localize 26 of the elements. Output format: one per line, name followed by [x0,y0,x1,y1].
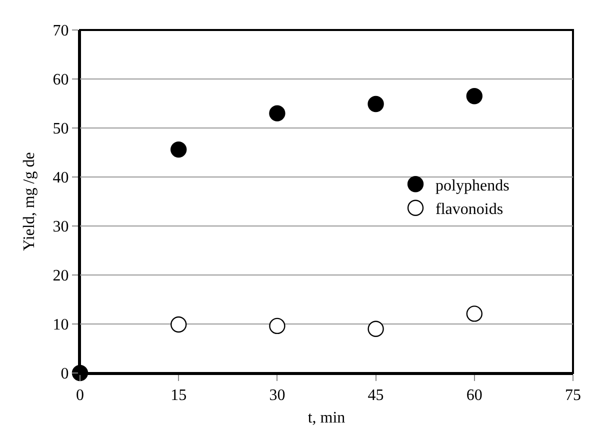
y-tick-label: 60 [52,72,69,89]
x-tick-label: 75 [565,387,581,404]
y-tick-label: 30 [52,218,69,236]
y-tick-label: 70 [52,22,69,40]
point [466,306,482,322]
y-tick-label: 40 [52,170,69,187]
x-tick-label: 60 [466,387,482,404]
x-axis-title: t, min [308,409,346,426]
y-tick-label: 10 [52,316,69,334]
x-tick-label: 45 [368,387,384,404]
point [269,318,286,334]
legend-label: polyphends [436,177,510,194]
x-tick-label: 15 [170,387,187,404]
point [170,316,187,333]
point [269,105,286,122]
point [368,320,384,337]
point [170,141,187,158]
x-tick-label: 0 [76,387,84,404]
y-tick-label: 0 [60,366,69,383]
point [368,96,384,112]
y-tick-label: 50 [52,120,69,138]
y-tick-label: 20 [52,268,69,285]
point [466,88,482,104]
legend-label: flavonoids [436,201,504,218]
x-tick-label: 30 [269,387,286,404]
y-axis-title: Yield, mg /g de [21,152,38,251]
